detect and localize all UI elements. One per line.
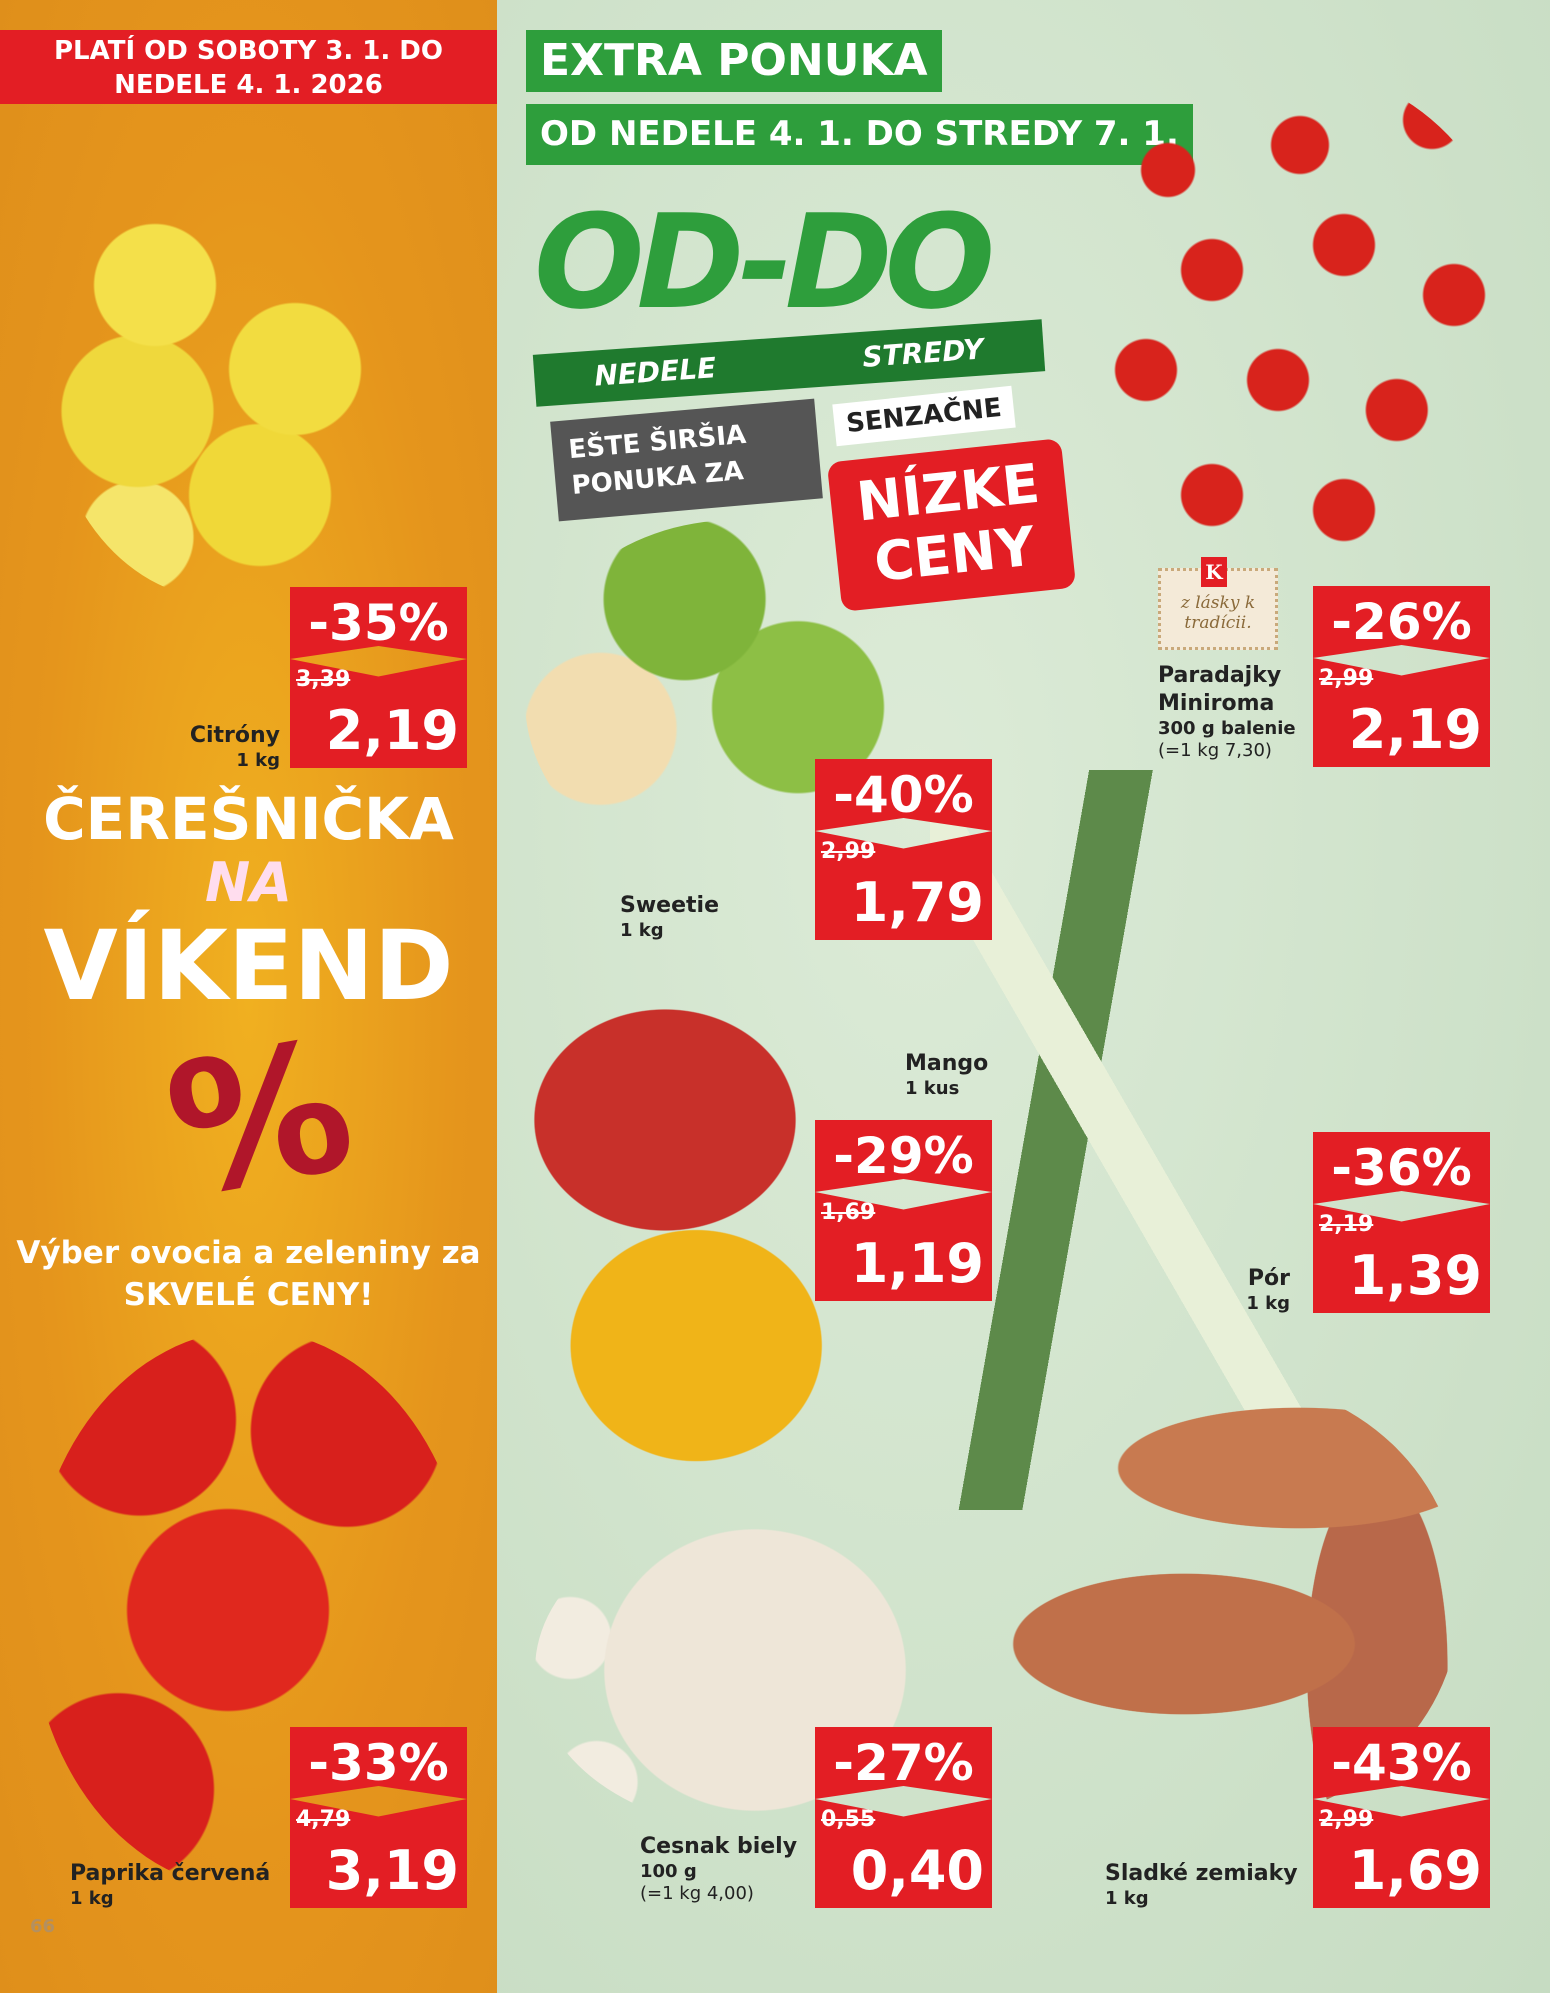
discount-badge: -27%: [815, 1727, 992, 1799]
product-unit: 1 kg: [620, 920, 664, 941]
product-name: Paprika červená: [70, 1861, 271, 1886]
kaufland-logo: K: [1201, 557, 1227, 587]
new-price: 1,79: [850, 871, 984, 934]
price-panel: 0,55 0,40: [815, 1799, 992, 1908]
product-label: Pór 1 kg: [1150, 1265, 1290, 1315]
product-unit: 1 kg: [236, 750, 280, 771]
discount-badge: -26%: [1313, 586, 1490, 658]
price-tag: -35% 3,39 2,19: [290, 587, 467, 768]
price-tag: -36% 2,19 1,39: [1313, 1132, 1490, 1313]
product-name: Pór: [1247, 1266, 1290, 1291]
lemon-image: [50, 180, 400, 600]
page-number: 66: [30, 1916, 56, 1937]
new-price: 2,19: [325, 699, 459, 762]
old-price: 4,79: [296, 1807, 351, 1832]
old-price: 3,39: [296, 667, 351, 692]
pepper-image: [30, 1330, 470, 1890]
discount-badge: -35%: [290, 587, 467, 659]
product-name: Citróny: [189, 723, 280, 748]
product-label: Mango 1 kus: [905, 1050, 1025, 1100]
product-label: Sweetie 1 kg: [620, 892, 800, 942]
product-name: Sladké zemiaky: [1105, 1861, 1298, 1886]
old-price: 1,69: [821, 1200, 876, 1225]
price-panel: 1,69 1,19: [815, 1192, 992, 1301]
old-price: 2,99: [1319, 1807, 1374, 1832]
price-tag: -27% 0,55 0,40: [815, 1727, 992, 1908]
price-tag: -29% 1,69 1,19: [815, 1120, 992, 1301]
price-tag: -33% 4,79 3,19: [290, 1727, 467, 1908]
mango-image: [470, 1000, 860, 1480]
tomato-image: [1080, 70, 1520, 570]
ribbon-to: STREDY: [861, 332, 985, 374]
new-price: 3,19: [325, 1839, 459, 1902]
discount-badge: -33%: [290, 1727, 467, 1799]
product-label: Cesnak biely 100 g (=1 kg 4,00): [640, 1833, 810, 1905]
logo-text: OD-DO: [534, 186, 995, 338]
product-name: Paradajky Miniroma: [1158, 663, 1282, 716]
cheresnicka-na-vikend: ČEREŠNIČKA NA VÍKEND: [0, 790, 497, 1014]
ribbon-from: NEDELE: [593, 351, 718, 393]
price-tag: -43% 2,99 1,69: [1313, 1727, 1490, 1908]
product-unit: 1 kg: [1246, 1293, 1290, 1314]
discount-badge: -43%: [1313, 1727, 1490, 1799]
old-price: 0,55: [821, 1807, 876, 1832]
price-panel: 4,79 3,19: [290, 1799, 467, 1908]
old-price: 2,99: [821, 839, 876, 864]
product-label: Citróny 1 kg: [100, 722, 280, 772]
product-label: Paradajky Miniroma 300 g balenie (=1 kg …: [1158, 662, 1308, 762]
price-tag: -26% 2,99 2,19: [1313, 586, 1490, 767]
validity-banner: PLATÍ OD SOBOTY 3. 1. DO NEDELE 4. 1. 20…: [0, 30, 497, 104]
product-name: Cesnak biely: [640, 1834, 798, 1859]
price-panel: 3,39 2,19: [290, 659, 467, 768]
product-unit: 100 g: [640, 1861, 697, 1882]
new-price: 2,19: [1348, 698, 1482, 761]
weekend-line3: VÍKEND: [43, 910, 454, 1022]
extra-offer-banner: EXTRA PONUKA: [526, 30, 942, 92]
product-unit: 1 kus: [905, 1078, 960, 1099]
weekend-line1: ČEREŠNIČKA: [43, 785, 454, 853]
price-panel: 2,99 1,79: [815, 831, 992, 940]
old-price: 2,99: [1319, 666, 1374, 691]
od-do-logo: OD-DO NEDELE STREDY EŠTE ŠIRŠIA PONUKA ZA…: [532, 186, 1077, 612]
new-price: 0,40: [850, 1839, 984, 1902]
promo-senzacne: SENZAČNE: [832, 385, 1016, 447]
extra-offer-dates: OD NEDELE 4. 1. DO STREDY 7. 1.: [526, 104, 1193, 165]
unit-price: (=1 kg 4,00): [640, 1883, 754, 1904]
weekend-subtitle: Výber ovocia a zeleniny za SKVELÉ CENY!: [16, 1235, 481, 1313]
product-label: Paprika červená 1 kg: [70, 1860, 280, 1910]
product-unit: 300 g balenie: [1158, 718, 1296, 739]
price-tag: -40% 2,99 1,79: [815, 759, 992, 940]
unit-price: (=1 kg 7,30): [1158, 740, 1272, 761]
price-panel: 2,99 2,19: [1313, 658, 1490, 767]
price-panel: 2,99 1,69: [1313, 1799, 1490, 1908]
product-unit: 1 kg: [1105, 1888, 1149, 1909]
new-price: 1,39: [1348, 1244, 1482, 1307]
discount-badge: -36%: [1313, 1132, 1490, 1204]
old-price: 2,19: [1319, 1212, 1374, 1237]
product-name: Sweetie: [620, 893, 719, 918]
cherry-percent-icon: %: [153, 1000, 368, 1239]
weekend-line2: NA: [205, 851, 292, 914]
promo-text: EŠTE ŠIRŠIA PONUKA ZA: [550, 398, 823, 522]
new-price: 1,19: [850, 1232, 984, 1295]
new-price: 1,69: [1348, 1839, 1482, 1902]
discount-badge: -40%: [815, 759, 992, 831]
product-name: Mango: [905, 1051, 989, 1076]
price-panel: 2,19 1,39: [1313, 1204, 1490, 1313]
stamp-text: z lásky k tradícii.: [1180, 593, 1256, 633]
discount-badge: -29%: [815, 1120, 992, 1192]
product-unit: 1 kg: [70, 1888, 114, 1909]
product-label: Sladké zemiaky 1 kg: [1105, 1860, 1305, 1910]
